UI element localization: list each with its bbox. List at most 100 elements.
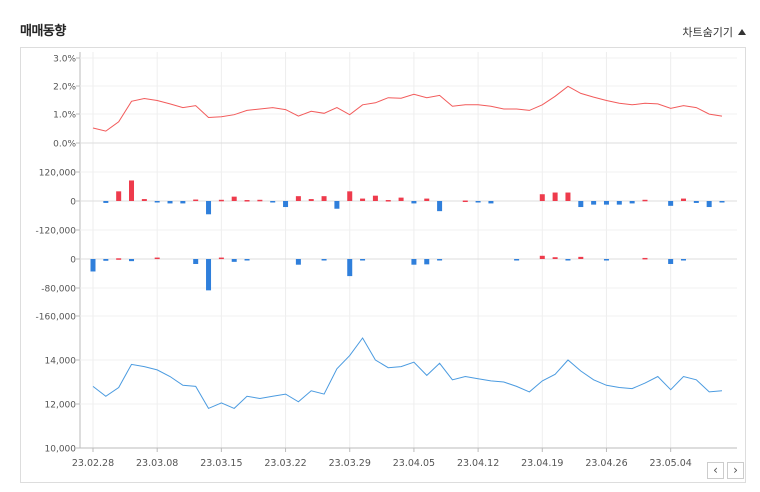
bar bbox=[231, 196, 237, 201]
bar bbox=[591, 201, 597, 205]
x-tick-label: 23.04.19 bbox=[521, 458, 563, 469]
bar bbox=[129, 180, 135, 201]
bar bbox=[218, 257, 224, 260]
bar bbox=[603, 259, 609, 261]
bar-series-group bbox=[90, 255, 686, 291]
bar bbox=[385, 200, 391, 202]
series-line-group bbox=[92, 337, 723, 410]
bar bbox=[706, 201, 712, 208]
bar bbox=[680, 198, 686, 201]
bar bbox=[244, 200, 250, 202]
bar bbox=[360, 198, 366, 201]
bar bbox=[334, 201, 340, 209]
bar bbox=[719, 201, 725, 203]
bar bbox=[398, 197, 404, 201]
bar bbox=[475, 201, 481, 203]
y-tick-label: 3.0% bbox=[53, 55, 76, 65]
x-tick-label: 23.03.29 bbox=[329, 458, 371, 469]
bar bbox=[90, 259, 96, 272]
x-tick-label: 23.03.08 bbox=[136, 458, 178, 469]
hide-chart-toggle[interactable]: 차트숨기기 bbox=[682, 24, 746, 40]
series-line-group bbox=[92, 85, 723, 132]
bar bbox=[321, 259, 327, 261]
bar bbox=[244, 259, 250, 261]
bar bbox=[603, 201, 609, 205]
bar bbox=[180, 201, 186, 204]
bar bbox=[437, 259, 443, 261]
chevron-left-icon: ‹ bbox=[713, 463, 718, 477]
bar bbox=[668, 259, 674, 264]
y-tick-label: 1.0% bbox=[53, 111, 76, 121]
triangle-up-icon bbox=[738, 29, 746, 35]
bar bbox=[193, 259, 199, 264]
x-tick-label: 23.04.12 bbox=[457, 458, 499, 469]
y-tick-label: -120,000 bbox=[36, 227, 77, 237]
hide-chart-label: 차트숨기기 bbox=[682, 26, 733, 39]
bar bbox=[424, 259, 430, 265]
next-button[interactable]: › bbox=[727, 462, 744, 479]
bar bbox=[411, 259, 417, 265]
bar bbox=[231, 259, 237, 262]
bar bbox=[642, 199, 648, 202]
bar bbox=[578, 256, 584, 259]
x-tick-label: 23.03.22 bbox=[264, 458, 306, 469]
bar bbox=[141, 199, 147, 201]
bar bbox=[488, 201, 494, 204]
series-line bbox=[92, 337, 723, 410]
bar bbox=[129, 259, 135, 262]
bar bbox=[360, 259, 366, 261]
bar bbox=[565, 192, 571, 201]
y-tick-label: 12,000 bbox=[45, 401, 77, 411]
y-tick-label: 0 bbox=[70, 256, 76, 266]
bar bbox=[629, 201, 635, 204]
prev-button[interactable]: ‹ bbox=[707, 462, 724, 479]
bar bbox=[693, 201, 699, 203]
x-tick-label: 23.05.04 bbox=[649, 458, 691, 469]
bar bbox=[308, 199, 314, 201]
y-tick-label: 0.0% bbox=[53, 140, 76, 150]
series-line bbox=[92, 85, 723, 132]
bar bbox=[116, 258, 122, 260]
bar bbox=[616, 201, 622, 205]
bar bbox=[565, 259, 571, 261]
bar bbox=[372, 195, 378, 201]
x-tick-label: 23.03.15 bbox=[200, 458, 242, 469]
bar bbox=[642, 257, 648, 260]
bar bbox=[578, 201, 584, 208]
y-tick-label: 14,000 bbox=[45, 357, 77, 367]
bar bbox=[552, 257, 558, 259]
y-tick-label: 120,000 bbox=[39, 169, 76, 179]
bar bbox=[154, 201, 160, 203]
bar bbox=[257, 199, 263, 202]
bar bbox=[218, 199, 224, 202]
bar-series-group bbox=[103, 180, 725, 215]
bar bbox=[552, 192, 558, 201]
bar bbox=[193, 199, 199, 202]
bar bbox=[206, 259, 212, 291]
bar bbox=[283, 201, 289, 208]
bar bbox=[539, 255, 545, 259]
bar bbox=[462, 200, 468, 203]
bar bbox=[347, 191, 353, 201]
bar bbox=[347, 259, 353, 277]
chevron-right-icon: › bbox=[733, 463, 738, 477]
page-title: 매매동향 bbox=[20, 24, 66, 39]
y-tick-label: -160,000 bbox=[36, 313, 77, 323]
x-tick-label: 23.04.05 bbox=[393, 458, 435, 469]
y-tick-label: 2.0% bbox=[53, 83, 76, 93]
y-tick-label: 0 bbox=[70, 198, 76, 208]
chart-frame bbox=[20, 47, 746, 483]
bar bbox=[295, 259, 301, 265]
bar bbox=[167, 201, 173, 204]
bar bbox=[206, 201, 212, 215]
bar bbox=[270, 201, 276, 203]
bar bbox=[295, 196, 301, 201]
bar bbox=[424, 198, 430, 201]
bar bbox=[116, 191, 122, 201]
y-tick-label: -80,000 bbox=[41, 285, 76, 295]
bar bbox=[437, 201, 443, 212]
bar bbox=[514, 259, 520, 261]
x-tick-label: 23.04.26 bbox=[585, 458, 627, 469]
bar bbox=[411, 201, 417, 204]
